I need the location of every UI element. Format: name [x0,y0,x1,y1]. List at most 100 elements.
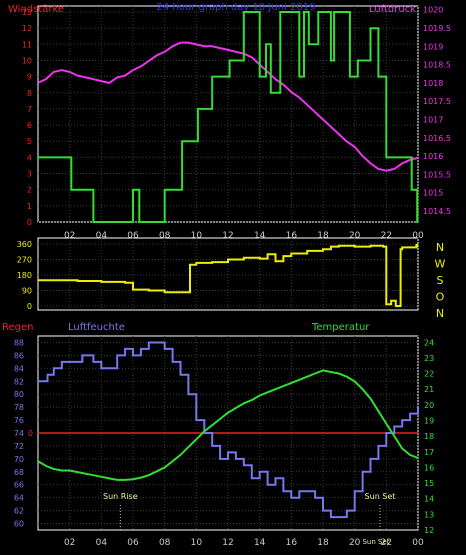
left-axis-label: Windstärke [8,4,64,15]
rain-axis-label: Regen [2,322,34,333]
temperature-tick-label: 21 [424,385,434,394]
x-tick-label: 16 [286,231,298,241]
left-tick-label: 1 [27,202,32,211]
x-tick-label: 14 [254,231,266,241]
left-tick-label: 180 [17,271,32,280]
temperature-tick-label: 18 [424,432,434,441]
wind-direction-line [38,243,418,307]
x-tick-label: 20 [349,231,361,241]
temperature-tick-label: 14 [424,495,434,504]
left-tick-label: 9 [27,73,32,82]
direction-label: N [436,307,444,320]
right-tick-label: 1017.5 [423,97,451,106]
humidity-tick-label: 60 [14,520,24,529]
left-tick-label: 4 [27,153,32,162]
direction-label: W [435,258,446,271]
x-tick-label: 00 [412,231,424,241]
right-tick-label: 1018 [423,79,443,88]
temperature-tick-label: 17 [424,448,434,457]
left-tick-label: 2 [27,186,32,195]
x-tick-label: 02 [64,538,75,548]
humidity-tick-label: 80 [14,390,24,399]
direction-label: S [437,274,444,287]
humidity-tick-label: 74 [14,429,24,438]
x-tick-label: 06 [127,538,139,548]
left-tick-label: 270 [17,256,32,265]
temperature-tick-label: 20 [424,401,434,410]
left-tick-label: 7 [27,105,32,114]
temperature-tick-label: 13 [424,510,434,519]
left-tick-label: 10 [22,56,32,65]
humidity-tick-label: 88 [14,338,24,347]
temperature-tick-label: 19 [424,416,434,425]
left-tick-label: 11 [22,40,32,49]
wind-line [38,11,419,223]
humidity-line [38,341,419,519]
x-tick-label: 22 [381,538,392,548]
x-tick-label: 08 [159,538,171,548]
right-tick-label: 1016 [423,152,443,161]
right-tick-label: 1019.5 [423,24,451,33]
humidity-tick-label: 86 [14,351,24,360]
right-tick-label: 1020 [423,6,443,15]
x-tick-label: 10 [191,231,203,241]
right-tick-label: 1014.5 [423,207,451,216]
humidity-tick-label: 72 [14,442,24,451]
direction-label: N [436,241,444,254]
x-tick-label: 06 [127,231,139,241]
x-tick-label: 12 [222,538,233,548]
temperature-line [37,369,419,481]
x-tick-label: 18 [317,231,329,241]
right-tick-label: 1018.5 [423,61,451,70]
x-tick-label: 20 [349,538,361,548]
x-tick-label: 10 [191,538,203,548]
temperature-tick-label: 12 [424,526,434,535]
x-tick-label: 04 [96,231,108,241]
left-tick-label: 13 [22,8,32,17]
pressure-line [37,41,419,172]
x-tick-label: 04 [96,538,108,548]
left-tick-label: 12 [22,24,32,33]
x-tick-label: 14 [254,538,266,548]
x-tick-label: 12 [222,231,233,241]
humidity-temperature-chart: 02 04 06 08 10 12 14 16 18 20 22 00 60 62 64 66 68 70 72 74… [2,322,434,548]
humidity-axis-label: Luftfeuchte [68,322,125,333]
humidity-tick-label: 70 [14,455,24,464]
x-tick-label: 02 [64,231,75,241]
humidity-tick-label: 84 [14,364,24,373]
left-tick-label: 8 [27,89,32,98]
right-axis-label: Luftdruck [369,4,416,15]
rain-tick-label: 0 [28,429,33,438]
wind-pressure-chart: 02 04 06 08 10 12 14 16 18 20 22 000123456789101112… [8,2,451,241]
temperature-tick-label: 16 [424,463,434,472]
humidity-tick-label: 64 [14,494,24,503]
temperature-tick-label: 24 [424,338,434,347]
x-tick-label: 18 [317,538,329,548]
left-tick-label: 0 [27,218,32,227]
sunset-axis-label: Sun Set [362,538,389,546]
humidity-tick-label: 76 [14,416,24,425]
chart-title: 24 hour graph day 10 Juni 2019 [157,2,316,13]
left-tick-label: 5 [27,137,32,146]
x-tick-label: 00 [412,538,424,548]
right-tick-label: 1015 [423,189,443,198]
left-tick-label: 6 [27,121,32,130]
sunset-label: Sun Set [365,492,396,501]
temperature-tick-label: 23 [424,354,434,363]
temperature-tick-label: 22 [424,370,434,379]
humidity-tick-label: 82 [14,377,24,386]
right-tick-label: 1015.5 [423,170,451,179]
sunrise-label: Sun Rise [103,492,138,501]
x-tick-label: 08 [159,231,171,241]
right-tick-label: 1017 [423,115,443,124]
right-tick-label: 1019 [423,42,443,51]
left-tick-label: 0 [27,302,32,311]
temperature-axis-label: Temperatur [311,322,370,333]
left-tick-label: 90 [22,287,32,296]
temperature-tick-label: 15 [424,479,434,488]
right-tick-label: 1016.5 [423,134,451,143]
x-tick-label: 22 [381,231,392,241]
x-tick-label: 16 [286,538,298,548]
